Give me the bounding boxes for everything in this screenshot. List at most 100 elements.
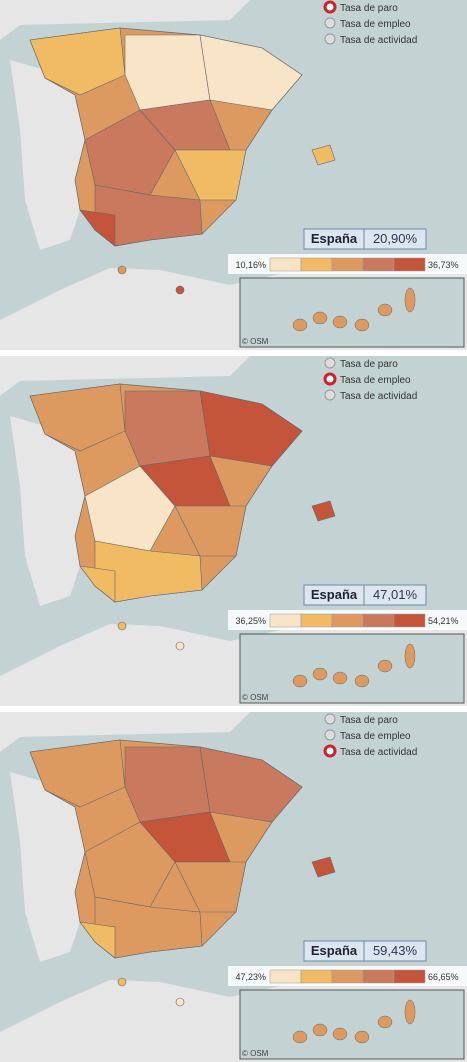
island — [292, 674, 308, 688]
legend-swatch — [269, 969, 302, 984]
ceuta — [117, 621, 127, 631]
portugal — [10, 416, 85, 606]
canarias-inset — [239, 277, 465, 348]
legend-swatch — [362, 969, 395, 984]
radio-label[interactable]: Tasa de empleo — [340, 375, 411, 386]
island — [312, 1023, 328, 1037]
ceuta — [117, 977, 127, 987]
province — [29, 383, 126, 452]
summary-label: España — [311, 943, 358, 958]
radio-button[interactable] — [323, 0, 337, 14]
province — [84, 465, 176, 552]
radio-label[interactable]: Tasa de actividad — [340, 35, 417, 46]
island — [377, 303, 393, 317]
province — [79, 565, 116, 603]
radio-button[interactable] — [324, 729, 336, 741]
radio-label[interactable]: Tasa de paro — [340, 715, 398, 726]
legend-max: 66,65% — [428, 972, 459, 982]
radio-button[interactable] — [324, 357, 336, 369]
province — [79, 209, 116, 247]
legend-swatch — [331, 613, 364, 628]
radio-label[interactable]: Tasa de actividad — [340, 391, 417, 402]
land — [0, 356, 250, 396]
map: Tasa de paro Tasa de empleo Tasa de activi… — [0, 356, 467, 706]
summary-value: 47,01% — [373, 587, 418, 602]
canarias-inset — [239, 633, 465, 704]
province — [124, 390, 211, 467]
island — [404, 999, 416, 1025]
legend-swatch — [331, 969, 364, 984]
province — [124, 746, 211, 823]
map: Tasa de paro Tasa de empleo Tasa de activi… — [0, 712, 467, 1062]
legend-swatch — [300, 613, 333, 628]
province — [174, 861, 247, 913]
legend-swatch — [393, 613, 426, 628]
portugal — [10, 60, 85, 250]
legend-max: 54,21% — [428, 616, 459, 626]
radio-label[interactable]: Tasa de actividad — [340, 747, 417, 758]
island — [292, 1030, 308, 1044]
legend-swatch — [269, 257, 302, 272]
summary-value: 59,43% — [373, 943, 418, 958]
legend-swatch — [393, 969, 426, 984]
radio-label[interactable]: Tasa de paro — [340, 3, 398, 14]
province — [174, 149, 247, 201]
radio-button[interactable] — [323, 744, 337, 758]
province — [199, 34, 303, 111]
melilla — [175, 285, 185, 295]
island — [312, 667, 328, 681]
radio-label[interactable]: Tasa de empleo — [340, 731, 411, 742]
radio-button[interactable] — [324, 33, 336, 45]
island — [332, 671, 348, 685]
legend-max: 36,73% — [428, 260, 459, 270]
province — [84, 109, 176, 196]
province — [79, 921, 116, 959]
legend-swatch — [331, 257, 364, 272]
map: Tasa de paro Tasa de empleo Tasa de activi… — [0, 0, 467, 350]
province — [174, 505, 247, 557]
legend-min: 36,25% — [235, 616, 266, 626]
province — [29, 27, 126, 96]
summary-box — [303, 584, 427, 606]
summary-label: España — [311, 587, 358, 602]
island — [354, 318, 370, 332]
legend-min: 47,23% — [235, 972, 266, 982]
island — [312, 311, 328, 325]
canarias-inset — [239, 989, 465, 1060]
summary-box — [303, 228, 427, 250]
island — [332, 315, 348, 329]
credit: © OSM — [242, 693, 269, 702]
province — [124, 34, 211, 111]
credit: © OSM — [242, 1049, 269, 1058]
island — [377, 1015, 393, 1029]
land — [0, 0, 250, 40]
balearics — [311, 500, 336, 522]
radio-label[interactable]: Tasa de empleo — [340, 19, 411, 30]
summary-label: España — [311, 231, 358, 246]
map-panel: Tasa de paro Tasa de empleo Tasa de activi… — [0, 0, 467, 350]
province — [199, 746, 303, 823]
legend-swatch — [300, 257, 333, 272]
radio-button[interactable] — [324, 389, 336, 401]
credit: © OSM — [242, 337, 269, 346]
radio-button[interactable] — [324, 713, 336, 725]
province — [84, 821, 176, 908]
radio-label[interactable]: Tasa de paro — [340, 359, 398, 370]
radio-button[interactable] — [324, 17, 336, 29]
legend-swatch — [269, 613, 302, 628]
province — [29, 739, 126, 808]
summary-value: 20,90% — [373, 231, 418, 246]
balearics — [311, 144, 336, 166]
radio-button[interactable] — [323, 372, 337, 386]
province — [199, 390, 303, 467]
balearics — [311, 856, 336, 878]
melilla — [175, 641, 185, 651]
legend-swatch — [362, 257, 395, 272]
island — [292, 318, 308, 332]
map-panel: Tasa de paro Tasa de empleo Tasa de activi… — [0, 712, 467, 1062]
island — [404, 287, 416, 313]
land — [0, 712, 250, 752]
portugal — [10, 772, 85, 962]
legend-swatch — [362, 613, 395, 628]
